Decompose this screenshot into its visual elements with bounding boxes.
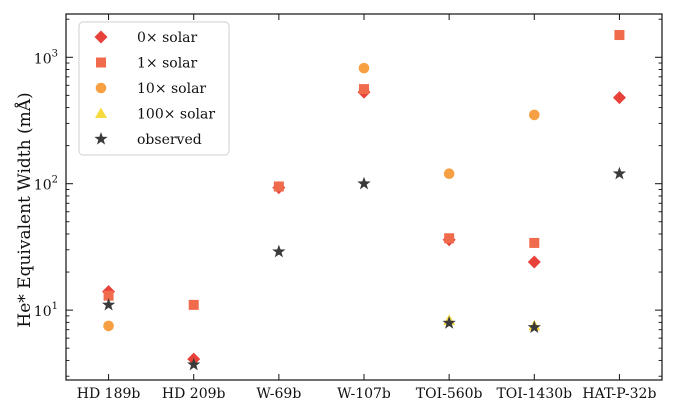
y-tick-label: 102 [34, 175, 58, 194]
x-tick-label: TOI-1430b [496, 386, 572, 402]
point-star-6 [612, 166, 627, 180]
legend: 0× solar 1× solar 10× solar 100× solar obser… [78, 21, 230, 156]
point-square-4 [444, 233, 455, 244]
point-circle-3 [358, 62, 370, 74]
x-tick-label: HD 209b [162, 386, 226, 402]
point-square-2 [273, 181, 284, 192]
x-tick-label: HAT-P-32b [582, 386, 656, 402]
point-star-3 [357, 176, 371, 190]
y-tick-label: 103 [34, 48, 58, 67]
point-star-1 [187, 357, 201, 371]
legend-marker-triangle [95, 107, 107, 118]
point-square-1 [188, 299, 199, 310]
point-square-3 [359, 84, 369, 95]
legend-marker-star [94, 132, 108, 145]
point-star-2 [272, 244, 286, 258]
axes: HD 189b HD 209b W-69b W-107b TOI-560b TOI-143… [34, 13, 663, 402]
svg-text:He* Equivalent Width (mÅ): He* Equivalent Width (mÅ) [14, 92, 35, 327]
legend-label: observed [137, 132, 202, 148]
point-star-4 [442, 316, 456, 329]
legend-marker-diamond [94, 30, 108, 44]
legend-box [78, 21, 230, 156]
y-axis-label: He* Equivalent Width (mÅ) [14, 92, 35, 327]
x-tick-label: TOI-560b [416, 386, 483, 402]
legend-label: 10× solar [137, 81, 206, 97]
x-tick-label: W-69b [256, 386, 301, 402]
point-diamond-6 [612, 91, 626, 105]
x-tick-label: HD 189b [77, 386, 141, 402]
point-diamond-5 [527, 255, 541, 269]
legend-label: 100× solar [137, 107, 215, 123]
point-circle-5 [528, 109, 540, 121]
legend-label: 0× solar [137, 30, 198, 46]
legend-marker-square [96, 57, 106, 68]
point-star-5 [527, 320, 541, 334]
x-tick-label: W-107b [337, 386, 391, 402]
point-circle-0 [103, 320, 114, 332]
data-points [101, 30, 627, 371]
legend-marker-circle [95, 82, 107, 94]
point-circle-4 [443, 168, 455, 179]
point-star-0 [101, 297, 116, 311]
point-square-6 [614, 30, 625, 41]
point-square-0 [103, 290, 114, 301]
point-square-5 [529, 237, 540, 248]
legend-label: 1× solar [137, 56, 198, 72]
y-tick-label: 101 [34, 301, 58, 320]
